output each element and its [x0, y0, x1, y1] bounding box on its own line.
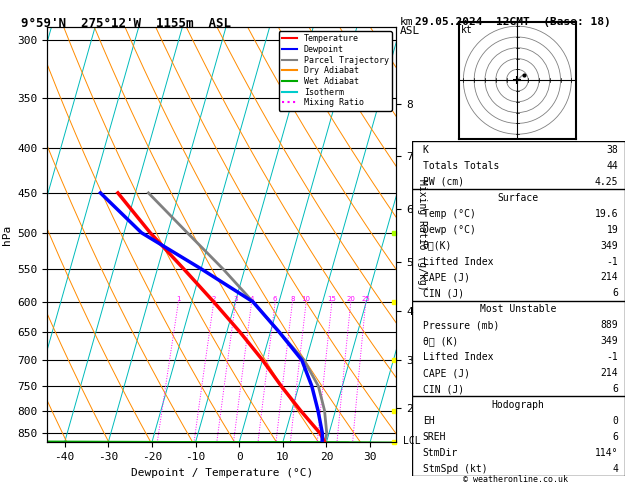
Text: LCL: LCL	[403, 435, 421, 446]
Text: 8: 8	[290, 295, 295, 302]
Text: © weatheronline.co.uk: © weatheronline.co.uk	[464, 474, 568, 484]
Text: -1: -1	[606, 257, 618, 266]
Y-axis label: Mixing Ratio (g/kg): Mixing Ratio (g/kg)	[416, 179, 426, 290]
Y-axis label: hPa: hPa	[2, 225, 12, 244]
Text: 4.25: 4.25	[594, 176, 618, 187]
Text: 9°59'N  275°12'W  1155m  ASL: 9°59'N 275°12'W 1155m ASL	[21, 17, 231, 30]
Text: CIN (J): CIN (J)	[423, 384, 464, 394]
Text: Pressure (mb): Pressure (mb)	[423, 320, 499, 330]
Text: θᴛ (K): θᴛ (K)	[423, 336, 458, 347]
Text: CAPE (J): CAPE (J)	[423, 273, 470, 282]
Text: 10: 10	[302, 295, 311, 302]
Text: 1: 1	[176, 295, 181, 302]
Text: Lifted Index: Lifted Index	[423, 257, 493, 266]
Text: 3: 3	[233, 295, 238, 302]
Text: Surface: Surface	[498, 192, 539, 203]
Text: SREH: SREH	[423, 432, 446, 442]
Text: 38: 38	[606, 145, 618, 155]
Text: km: km	[399, 17, 413, 27]
Text: EH: EH	[423, 416, 435, 426]
Text: 2: 2	[211, 295, 216, 302]
Text: 349: 349	[601, 336, 618, 347]
Text: kt: kt	[461, 25, 473, 35]
Text: 20: 20	[347, 295, 355, 302]
Text: 29.05.2024  12GMT  (Base: 18): 29.05.2024 12GMT (Base: 18)	[415, 17, 611, 27]
Text: 114°: 114°	[594, 448, 618, 458]
Text: θᴛ(K): θᴛ(K)	[423, 241, 452, 251]
Text: Lifted Index: Lifted Index	[423, 352, 493, 363]
Text: 19.6: 19.6	[594, 208, 618, 219]
Text: CAPE (J): CAPE (J)	[423, 368, 470, 378]
Text: 6: 6	[613, 432, 618, 442]
Text: PW (cm): PW (cm)	[423, 176, 464, 187]
Legend: Temperature, Dewpoint, Parcel Trajectory, Dry Adiabat, Wet Adiabat, Isotherm, Mi: Temperature, Dewpoint, Parcel Trajectory…	[279, 31, 392, 110]
Text: 25: 25	[362, 295, 370, 302]
Text: Dewp (°C): Dewp (°C)	[423, 225, 476, 235]
Text: 4: 4	[613, 464, 618, 474]
Text: 349: 349	[601, 241, 618, 251]
Text: 15: 15	[328, 295, 337, 302]
Text: 6: 6	[613, 384, 618, 394]
Text: 214: 214	[601, 273, 618, 282]
Text: CIN (J): CIN (J)	[423, 288, 464, 298]
Text: 889: 889	[601, 320, 618, 330]
Text: Totals Totals: Totals Totals	[423, 161, 499, 171]
Text: 214: 214	[601, 368, 618, 378]
Text: 44: 44	[606, 161, 618, 171]
Text: K: K	[423, 145, 428, 155]
Text: ASL: ASL	[399, 26, 420, 36]
Text: 6: 6	[273, 295, 277, 302]
Text: Hodograph: Hodograph	[492, 400, 545, 410]
Text: Temp (°C): Temp (°C)	[423, 208, 476, 219]
Text: 4: 4	[250, 295, 254, 302]
Text: StmDir: StmDir	[423, 448, 458, 458]
Text: 6: 6	[613, 288, 618, 298]
Text: Most Unstable: Most Unstable	[480, 304, 557, 314]
Text: 19: 19	[606, 225, 618, 235]
Text: 0: 0	[613, 416, 618, 426]
X-axis label: Dewpoint / Temperature (°C): Dewpoint / Temperature (°C)	[131, 468, 313, 478]
Text: -1: -1	[606, 352, 618, 363]
Text: StmSpd (kt): StmSpd (kt)	[423, 464, 487, 474]
